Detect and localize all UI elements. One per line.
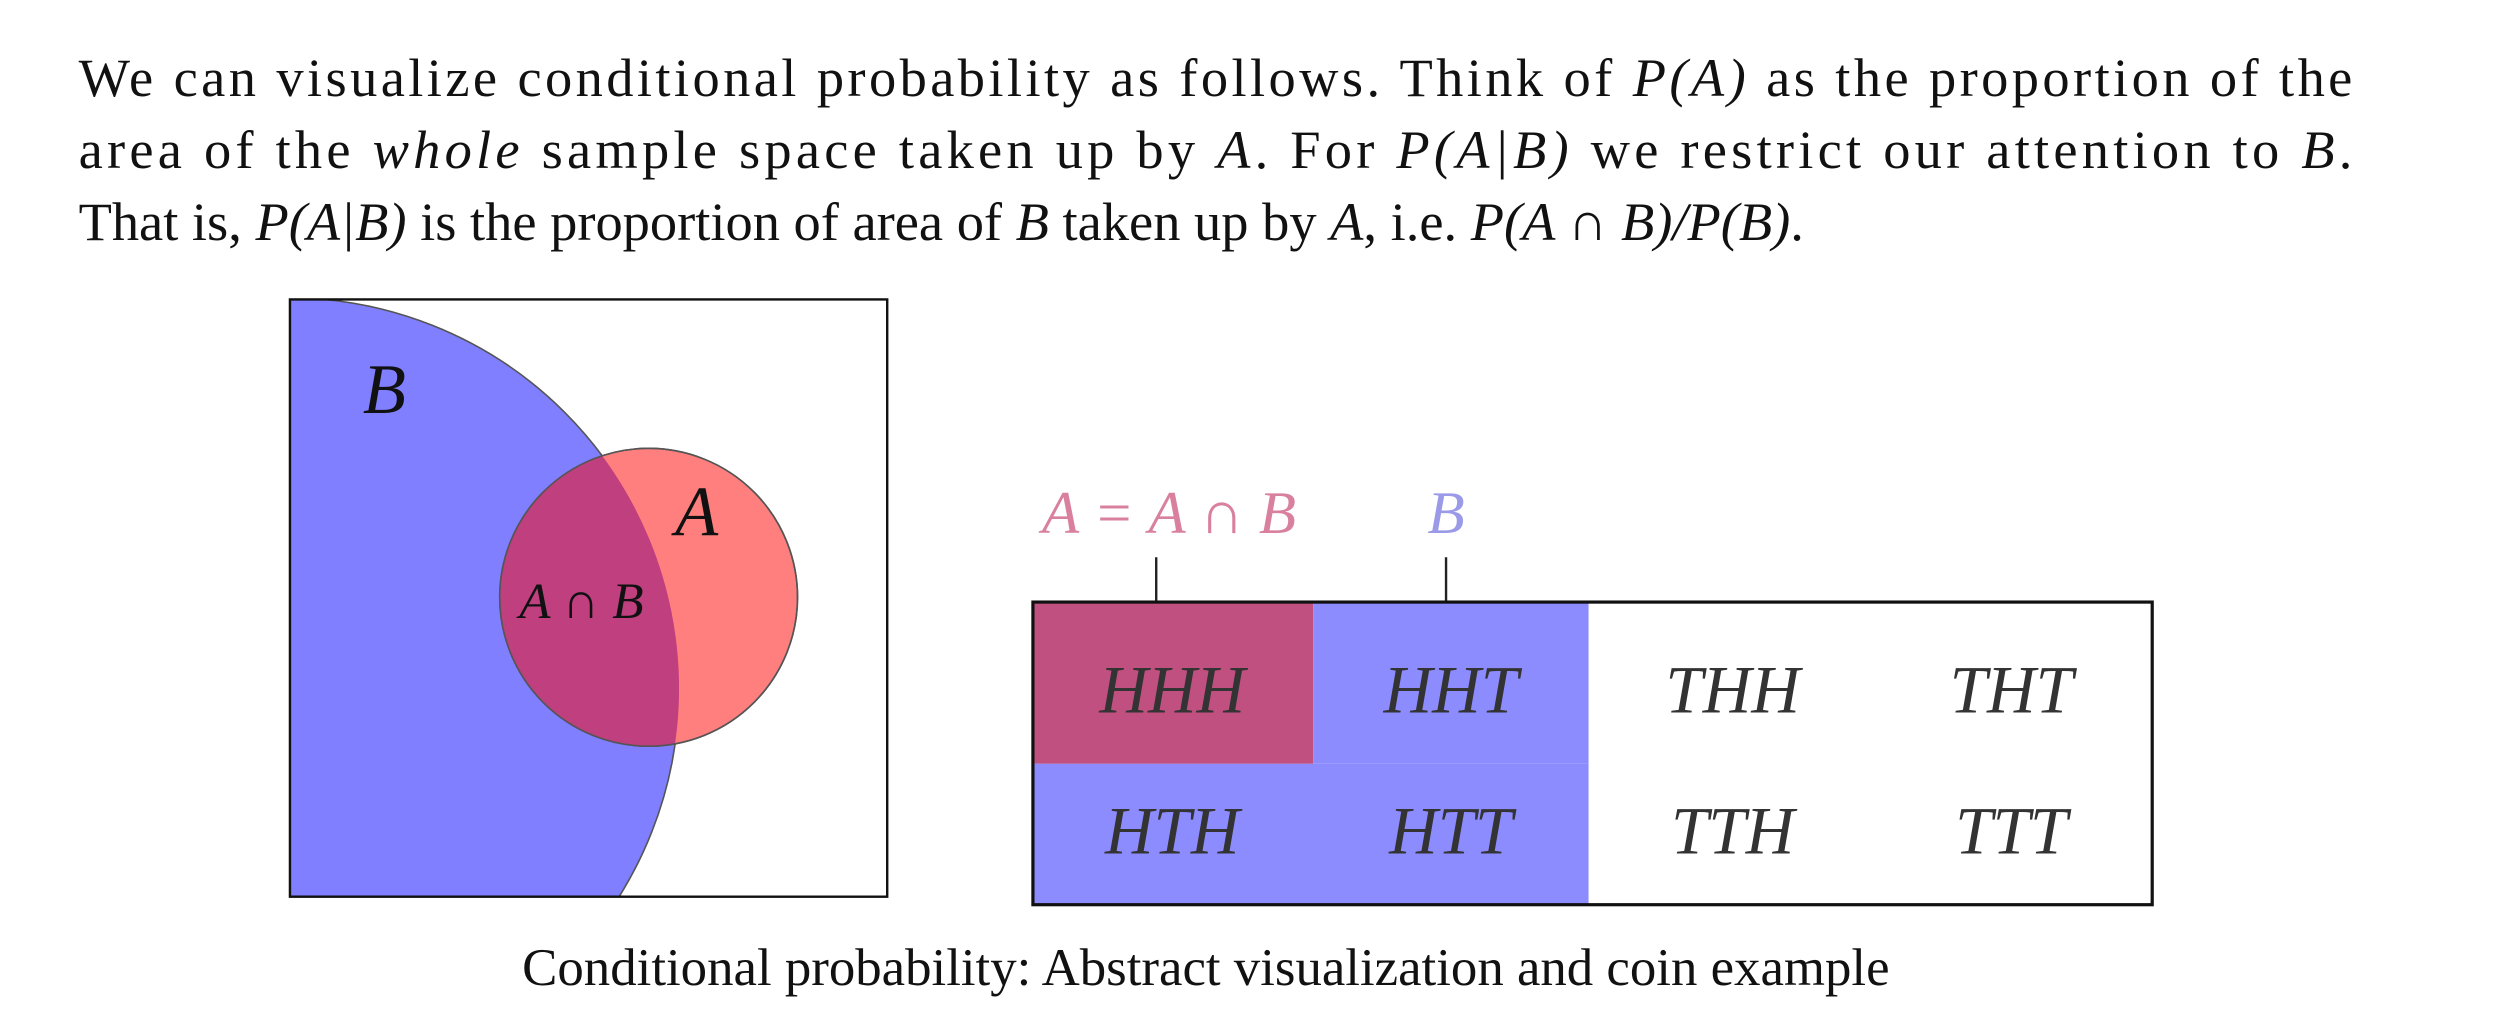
paragraph: We can visualize conditional probability… — [79, 47, 2353, 252]
label-b: B — [1427, 480, 1464, 547]
caption: Conditional probability: Abstract visual… — [522, 939, 1889, 997]
outcome: TTH — [1671, 793, 1798, 868]
cell-b — [1313, 602, 1589, 764]
outcome: THT — [1950, 653, 2078, 728]
paragraph-line: We can visualize conditional probability… — [79, 47, 2353, 108]
label-b: B — [363, 351, 406, 429]
label-a: A = A ∩ B — [1038, 480, 1296, 547]
paragraph-line: That is, P(A|B) is the proportion of are… — [79, 191, 1804, 252]
venn-diagram: B A A ∩ B — [288, 298, 889, 898]
intersection — [499, 448, 680, 747]
label-a: A — [671, 473, 719, 551]
outcome: HHH — [1098, 653, 1248, 728]
paragraph-line: area of the whole sample space taken up … — [79, 119, 2353, 180]
outcome: THH — [1665, 653, 1803, 728]
label-intersection: A ∩ B — [516, 573, 643, 630]
cell-a — [1032, 602, 1314, 764]
outcome: TTT — [1955, 793, 2072, 868]
sample-space — [288, 298, 889, 898]
grid-frame — [1031, 600, 2154, 907]
cell-b — [1032, 763, 1589, 905]
coin-example: A = A ∩ B B HHH HHT THH THT HTH HTT TTH … — [1031, 480, 2154, 907]
outcome: HTH — [1104, 793, 1243, 868]
set-a-outline — [498, 447, 799, 747]
outcome: HTT — [1388, 793, 1517, 868]
outcome: HHT — [1383, 653, 1523, 728]
